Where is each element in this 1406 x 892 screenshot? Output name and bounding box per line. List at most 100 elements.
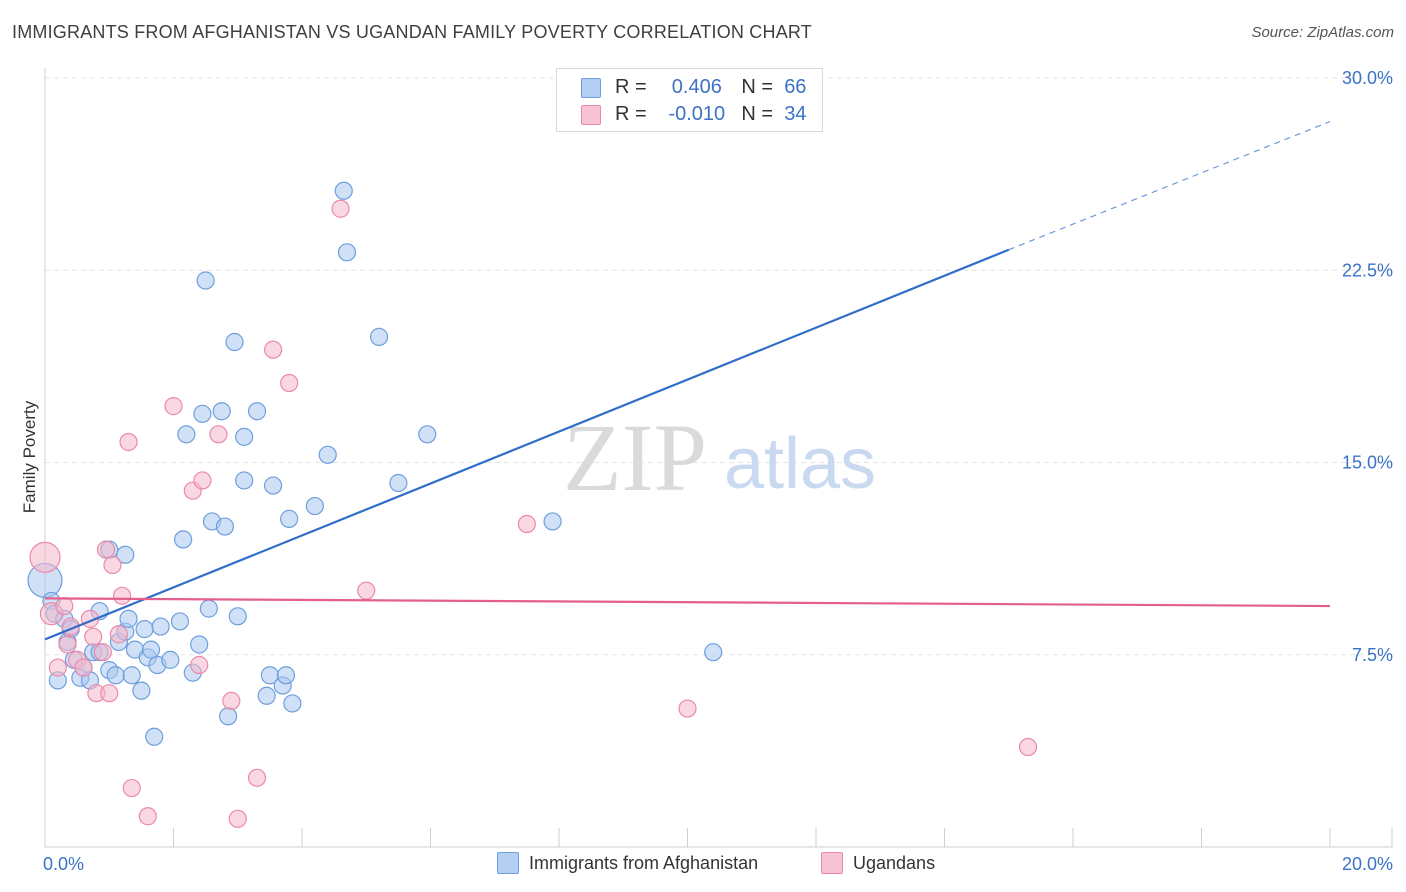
data-point-ugandans	[164, 397, 183, 416]
data-point-ugandans	[331, 199, 350, 218]
data-point-afghanistan	[370, 327, 389, 346]
data-point-afghanistan	[225, 332, 244, 352]
data-point-ugandans	[93, 643, 112, 662]
data-point-afghanistan	[219, 707, 238, 726]
data-point-afghanistan	[212, 402, 231, 421]
n-label: N =	[741, 102, 774, 125]
data-point-ugandans	[222, 691, 241, 710]
legend-swatch-blue	[497, 852, 519, 874]
data-point-afghanistan	[132, 681, 151, 700]
data-point-afghanistan	[257, 686, 276, 705]
trend-line-ugandans	[44, 597, 1331, 608]
points-layer	[27, 181, 1038, 828]
data-point-ugandans	[247, 768, 267, 787]
data-point-ugandans	[84, 627, 103, 646]
y-tick-label: 22.5%	[1342, 260, 1393, 280]
r-value: -0.010	[668, 102, 726, 125]
data-point-afghanistan	[389, 473, 408, 493]
data-point-ugandans	[96, 540, 116, 559]
data-point-afghanistan	[170, 612, 190, 631]
data-point-ugandans	[48, 658, 67, 677]
data-point-ugandans	[55, 596, 74, 616]
n-value: 66	[784, 75, 807, 98]
legend-label-afghanistan: Immigrants from Afghanistan	[529, 852, 759, 873]
watermark-zip: ZIP	[563, 404, 707, 511]
source-label: Source: ZipAtlas.com	[1251, 24, 1394, 41]
data-point-afghanistan	[199, 599, 218, 618]
data-point-afghanistan	[116, 545, 135, 564]
x-tick-label: 20.0%	[1342, 854, 1393, 874]
axes-layer	[44, 68, 1393, 848]
data-point-afghanistan	[228, 607, 247, 626]
stats-box: R = 0.406 N = 66 R = -0.010 N = 34	[556, 68, 823, 132]
legend-item-ugandans: Ugandans	[821, 852, 935, 874]
data-point-afghanistan	[145, 727, 164, 746]
data-point-ugandans	[100, 684, 119, 703]
data-point-afghanistan	[193, 404, 212, 423]
data-point-afghanistan	[122, 666, 141, 685]
x-tick-label: 0.0%	[43, 854, 84, 874]
data-point-ugandans	[29, 541, 61, 573]
stats-text-afghanistan: R = 0.406 N = 66	[615, 76, 806, 99]
data-point-afghanistan	[161, 650, 180, 669]
data-point-ugandans	[280, 373, 299, 393]
data-point-ugandans	[678, 699, 697, 718]
data-point-afghanistan	[215, 517, 234, 536]
data-point-ugandans	[209, 425, 228, 444]
y-tick-label: 7.5%	[1352, 645, 1393, 665]
data-point-ugandans	[228, 809, 247, 828]
trend-line-afghanistan-extension	[1008, 121, 1331, 251]
data-point-afghanistan	[174, 530, 193, 549]
data-point-afghanistan	[177, 425, 196, 444]
data-point-ugandans	[138, 807, 157, 826]
data-point-ugandans	[119, 432, 138, 452]
data-point-afghanistan	[119, 609, 138, 628]
trend-line-afghanistan	[44, 248, 1010, 641]
data-point-ugandans	[58, 635, 77, 654]
y-tick-label: 15.0%	[1342, 453, 1393, 473]
stats-swatch-blue	[581, 78, 601, 98]
data-point-ugandans	[109, 625, 128, 644]
data-point-afghanistan	[247, 402, 267, 421]
data-point-afghanistan	[196, 271, 215, 290]
data-point-ugandans	[103, 555, 122, 575]
stats-swatch-pink	[581, 105, 601, 125]
data-point-afghanistan	[418, 425, 437, 444]
data-point-afghanistan	[283, 694, 302, 713]
data-point-ugandans	[193, 471, 212, 490]
watermark-atlas: atlas	[724, 424, 876, 504]
data-point-afghanistan	[305, 496, 324, 516]
chart-title: IMMIGRANTS FROM AFGHANISTAN VS UGANDAN F…	[12, 22, 812, 42]
data-point-afghanistan	[151, 617, 170, 636]
tick-label-layer: 7.5% 15.0% 22.5% 30.0% 0.0% 20.0%	[43, 68, 1393, 874]
data-point-afghanistan	[276, 666, 296, 685]
r-value: 0.406	[671, 75, 722, 98]
data-point-afghanistan	[543, 512, 562, 531]
legend-swatch-pink	[821, 852, 843, 874]
data-point-afghanistan	[135, 620, 154, 639]
data-point-ugandans	[1018, 737, 1038, 757]
data-point-afghanistan	[318, 445, 337, 464]
data-point-afghanistan	[280, 509, 299, 528]
data-point-afghanistan	[704, 643, 723, 662]
r-label: R =	[615, 75, 647, 98]
watermark: ZIP atlas	[563, 404, 876, 511]
legend-label-ugandans: Ugandans	[853, 852, 936, 873]
trend-layer	[44, 121, 1331, 641]
data-point-afghanistan	[235, 471, 254, 490]
y-tick-label: 30.0%	[1342, 68, 1393, 88]
n-label: N =	[741, 75, 774, 98]
data-point-afghanistan	[235, 427, 254, 446]
data-point-ugandans	[263, 340, 283, 359]
data-point-afghanistan	[190, 635, 209, 654]
data-point-afghanistan	[106, 666, 125, 685]
data-point-ugandans	[517, 514, 536, 534]
r-label: R =	[615, 102, 647, 125]
data-point-afghanistan	[263, 476, 283, 495]
data-point-ugandans	[190, 655, 209, 675]
legend-item-afghanistan: Immigrants from Afghanistan	[497, 852, 758, 874]
stats-text-ugandans: R = -0.010 N = 34	[615, 103, 806, 126]
data-point-ugandans	[112, 586, 132, 605]
data-point-afghanistan	[141, 640, 161, 659]
